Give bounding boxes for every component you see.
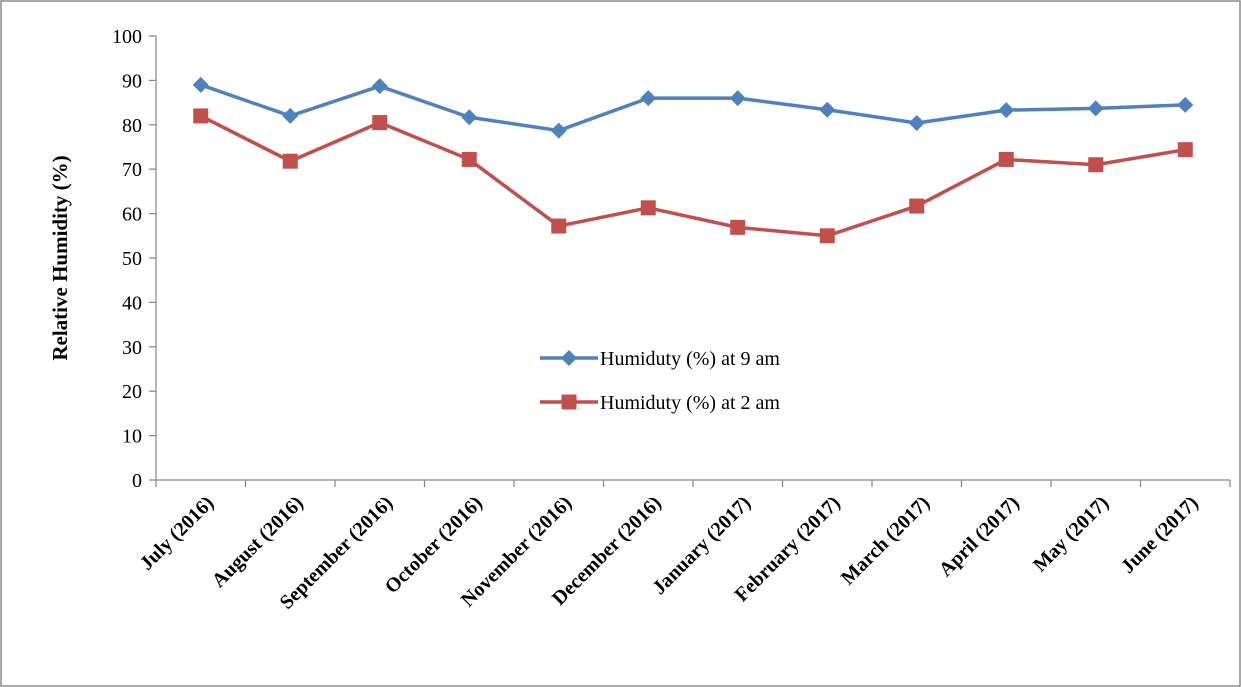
data-point-square bbox=[1088, 157, 1104, 173]
legend-item: Humiduty (%) at 2 am bbox=[540, 392, 780, 414]
data-point-square bbox=[282, 153, 298, 169]
y-tick-label: 0 bbox=[132, 470, 142, 492]
data-point-diamond bbox=[729, 90, 746, 107]
data-point-diamond bbox=[461, 109, 478, 126]
y-tick-label: 70 bbox=[122, 159, 142, 181]
series-line bbox=[200, 83, 1186, 133]
legend-marker-diamond bbox=[561, 350, 577, 366]
data-point-diamond bbox=[1177, 96, 1194, 113]
data-point-square bbox=[819, 228, 835, 244]
y-tick-label: 10 bbox=[122, 426, 142, 448]
legend-label: Humiduty (%) at 2 am bbox=[600, 392, 780, 414]
y-tick-label: 90 bbox=[122, 70, 142, 92]
y-tick-label: 40 bbox=[122, 292, 142, 314]
data-point-square bbox=[1177, 142, 1193, 158]
y-tick-label: 20 bbox=[122, 381, 142, 403]
legend-item: Humiduty (%) at 9 am bbox=[540, 348, 780, 370]
data-point-diamond bbox=[908, 115, 925, 132]
data-point-square bbox=[998, 151, 1014, 167]
data-point-diamond bbox=[550, 122, 567, 139]
legend-marker-square bbox=[561, 394, 577, 410]
data-point-diamond bbox=[640, 90, 657, 107]
series-line bbox=[199, 114, 1186, 238]
data-point-square bbox=[461, 151, 477, 167]
y-tick-label: 30 bbox=[122, 337, 142, 359]
y-tick-label: 80 bbox=[122, 115, 142, 137]
y-tick-label: 50 bbox=[122, 248, 142, 270]
data-point-square bbox=[730, 219, 746, 235]
series-layer bbox=[192, 76, 1194, 244]
data-point-diamond bbox=[998, 102, 1015, 119]
data-point-diamond bbox=[371, 78, 388, 95]
data-point-square bbox=[640, 200, 656, 216]
data-point-square bbox=[551, 218, 567, 234]
y-tick-label: 60 bbox=[122, 204, 142, 226]
series-1 bbox=[192, 76, 1194, 139]
data-point-diamond bbox=[192, 76, 209, 93]
data-point-square bbox=[193, 108, 209, 124]
series-2 bbox=[193, 108, 1193, 244]
data-point-diamond bbox=[1087, 100, 1104, 117]
legend: Humiduty (%) at 9 am Humiduty (%) at 2 am bbox=[540, 348, 780, 414]
data-point-square bbox=[909, 198, 925, 214]
y-axis: 0 10 20 30 40 50 60 70 80 90 100 bbox=[112, 26, 157, 492]
y-tick-label: 100 bbox=[112, 26, 142, 48]
data-point-diamond bbox=[819, 101, 836, 118]
y-axis-title: Relative Humidity (%) bbox=[48, 155, 72, 360]
data-point-square bbox=[372, 115, 388, 131]
legend-label: Humiduty (%) at 9 am bbox=[600, 348, 780, 370]
data-point-diamond bbox=[282, 107, 299, 124]
